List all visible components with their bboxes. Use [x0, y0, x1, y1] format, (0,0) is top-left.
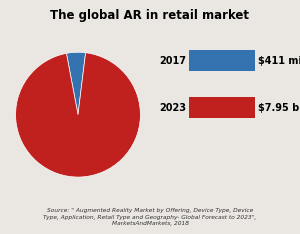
Text: The global AR in retail market: The global AR in retail market	[50, 9, 250, 22]
Text: Source: " Augmented Reality Market by Offering, Device Type, Device
Type, Applic: Source: " Augmented Reality Market by Of…	[44, 208, 256, 227]
Text: 2023: 2023	[159, 103, 186, 113]
Text: $7.95 billion: $7.95 billion	[258, 103, 300, 113]
Wedge shape	[16, 53, 140, 177]
Wedge shape	[66, 52, 85, 115]
Text: $411 million: $411 million	[258, 56, 300, 66]
Text: 2017: 2017	[159, 56, 186, 66]
